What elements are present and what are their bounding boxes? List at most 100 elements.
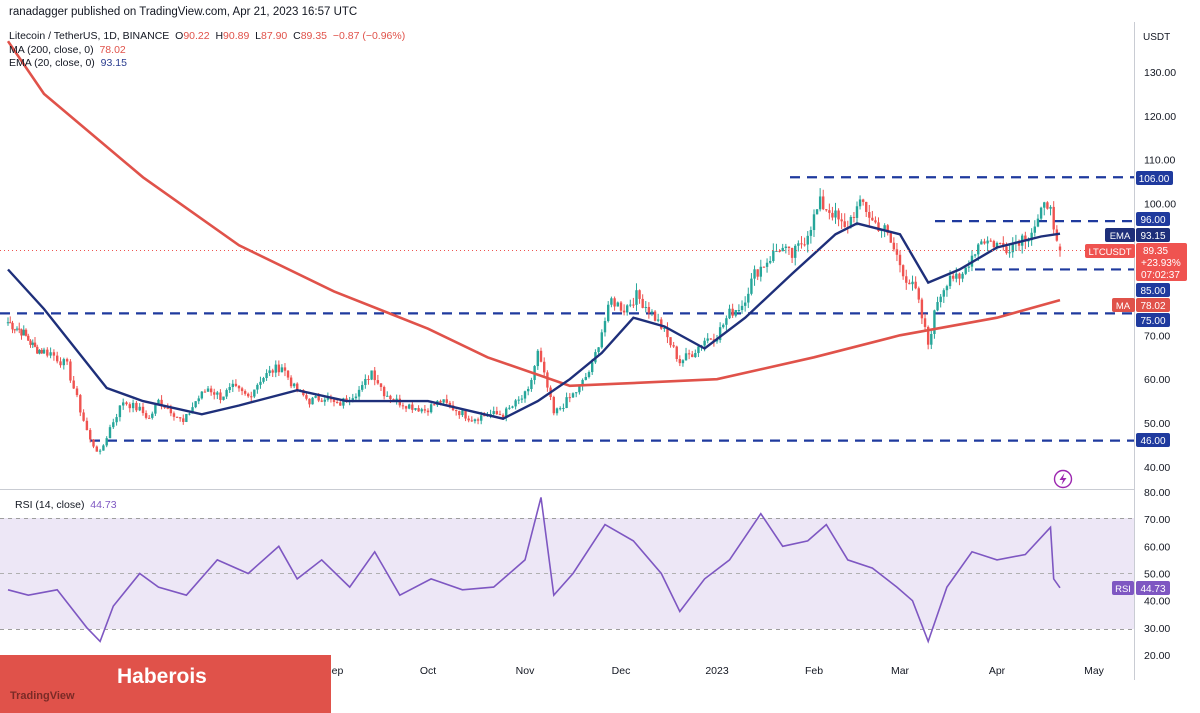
legend-ema-row[interactable]: EMA (20, close, 0) 93.15	[9, 57, 405, 71]
candle-body	[656, 319, 660, 321]
candle-body	[473, 419, 477, 422]
lightning-icon[interactable]	[1053, 469, 1073, 489]
candle-body	[837, 210, 840, 220]
rsi-legend[interactable]: RSI (14, close) 44.73	[15, 499, 117, 511]
candle-body	[822, 196, 825, 210]
candle-body	[1046, 202, 1049, 209]
candle-body	[1039, 207, 1043, 219]
symbol-title[interactable]: Litecoin / TetherUS, 1D, BINANCE	[9, 30, 170, 42]
price-tick-label: 120.00	[1144, 111, 1176, 123]
candle-body	[759, 266, 763, 277]
candle-body	[852, 216, 856, 218]
candle-body	[616, 302, 619, 307]
candle-body	[209, 388, 213, 393]
candle-body	[756, 269, 759, 277]
candle-body	[517, 399, 520, 401]
candle-body	[9, 322, 12, 324]
badge-ticker: LTCUSDT	[1088, 247, 1131, 258]
candle-body	[815, 209, 819, 215]
candle-body	[467, 418, 470, 421]
candle-body	[228, 387, 231, 391]
candle-body	[843, 221, 846, 227]
rsi-tick-label: 40.00	[1144, 596, 1170, 608]
rsi-tick-label: 20.00	[1144, 650, 1170, 662]
candle-body	[1030, 232, 1033, 241]
candle-body	[105, 438, 108, 446]
legend-ma-row[interactable]: MA (200, close, 0) 78.02	[9, 44, 405, 58]
brand-text: Haberois	[117, 665, 207, 688]
candle-body	[458, 411, 461, 416]
rsi-value: 44.73	[90, 499, 117, 511]
candle-body	[734, 310, 737, 316]
candle-body	[42, 349, 46, 354]
candle-body	[600, 332, 603, 348]
legend-symbol-row: Litecoin / TetherUS, 1D, BINANCE O90.22 …	[9, 30, 405, 44]
candle-body	[942, 290, 946, 297]
candle-body	[998, 243, 1002, 245]
candle-body	[750, 278, 753, 294]
h-value: 90.89	[223, 30, 250, 42]
candle-body	[243, 391, 247, 394]
candle-body	[772, 250, 775, 261]
candle-body	[234, 383, 238, 386]
candle-body	[1011, 243, 1014, 253]
candle-body	[203, 391, 207, 393]
time-tick-label: May	[1084, 665, 1105, 677]
price-tick-label: 50.00	[1144, 418, 1170, 430]
candle-body	[933, 310, 936, 334]
currency-label[interactable]: USDT	[1143, 32, 1171, 43]
candle-body	[703, 340, 706, 346]
candle-body	[737, 310, 741, 312]
candle-body	[840, 219, 843, 222]
candle-body	[883, 225, 886, 230]
candle-body	[505, 408, 508, 418]
candle-body	[775, 250, 778, 252]
candle-body	[955, 273, 958, 279]
candle-body	[901, 265, 905, 277]
price-tick-label: 40.00	[1144, 462, 1170, 474]
candle-body	[262, 377, 265, 382]
rsi-tick-label: 60.00	[1144, 541, 1170, 553]
candle-body	[1052, 206, 1055, 230]
candle-body	[492, 411, 495, 415]
l-label: L	[255, 30, 261, 42]
candle-body	[89, 430, 92, 440]
candle-body	[1008, 252, 1011, 254]
candle-body	[706, 338, 709, 341]
candle-body	[49, 352, 52, 356]
candle-body	[697, 346, 700, 354]
candle-body	[108, 427, 112, 439]
candle-body	[175, 416, 179, 418]
l-value: 87.90	[261, 30, 288, 42]
badge-96: 96.00	[1136, 212, 1170, 226]
candle-body	[603, 321, 607, 333]
candle-body	[908, 282, 911, 285]
candle-body	[784, 246, 788, 248]
candle-body	[762, 266, 766, 268]
candle-body	[265, 373, 268, 378]
o-label: O	[175, 30, 184, 42]
candle-body	[52, 352, 56, 356]
candle-body	[669, 337, 672, 346]
candle-body	[305, 395, 308, 399]
candle-body	[725, 318, 728, 325]
candle-body	[118, 405, 122, 418]
candle-body	[718, 327, 722, 341]
candle-body	[411, 404, 414, 410]
candle-body	[426, 410, 430, 413]
price-tick-label: 110.00	[1144, 155, 1175, 167]
candle-body	[635, 290, 638, 305]
candle-body	[964, 267, 967, 274]
badge-ma-value: 78.02	[1140, 301, 1165, 312]
price-tick-label: 100.00	[1144, 199, 1176, 211]
candle-body	[59, 361, 62, 366]
candle-body	[1043, 202, 1046, 208]
candle-body	[357, 389, 361, 397]
candle-body	[308, 398, 311, 405]
rsi-pane: 20.00 30.00 40.00 50.00 60.00 70.00 80.00	[0, 487, 1170, 662]
candle-body	[429, 404, 433, 413]
price-badges: 106.00 96.00 EMA 93.15 LTCUSDT 89.35 +23…	[1085, 171, 1187, 595]
candle-body	[376, 380, 380, 384]
candle-body	[625, 305, 629, 313]
candle-body	[339, 402, 342, 406]
